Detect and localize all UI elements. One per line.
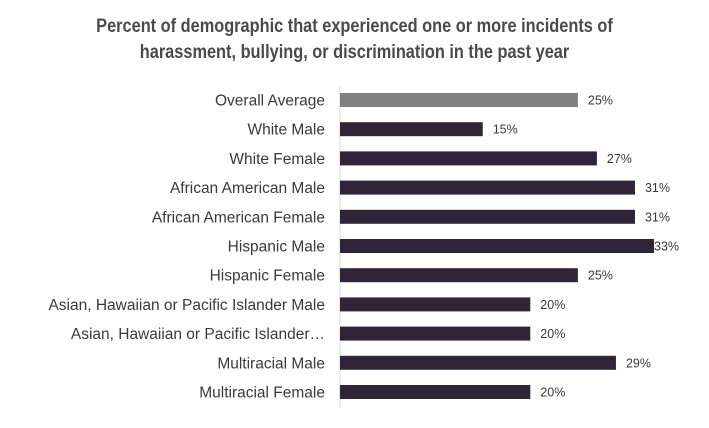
bar-5: [340, 239, 654, 253]
value-label-8: 20%: [540, 327, 565, 341]
value-label-6: 25%: [588, 269, 613, 283]
category-label-7: Asian, Hawaiian or Pacific Islander Male: [48, 297, 325, 314]
chart-title-line-1: Percent of demographic that experienced …: [96, 16, 613, 37]
value-label-10: 20%: [540, 386, 565, 400]
chart-title: Percent of demographic that experienced …: [50, 14, 660, 66]
value-label-2: 27%: [607, 152, 632, 166]
value-label-5: 33%: [654, 240, 679, 254]
category-label-4: African American Female: [152, 209, 325, 226]
bar-9: [340, 355, 616, 370]
value-label-3: 31%: [645, 181, 670, 195]
category-label-1: White Male: [247, 122, 325, 139]
category-label-5: Hispanic Male: [228, 239, 325, 256]
category-label-10: Multiracial Female: [199, 385, 325, 402]
bar-6: [340, 268, 578, 283]
category-label-3: African American Male: [170, 180, 325, 197]
bar-0: [340, 93, 578, 107]
category-label-9: Multiracial Male: [217, 355, 325, 372]
value-label-9: 29%: [626, 356, 651, 370]
category-label-6: Hispanic Female: [210, 268, 325, 285]
category-label-2: White Female: [229, 151, 325, 168]
bar-10: [340, 385, 531, 399]
value-label-7: 20%: [540, 298, 565, 312]
bar-2: [340, 151, 597, 166]
bar-1: [340, 122, 483, 137]
category-label-8: Asian, Hawaiian or Pacific Islander…: [71, 326, 325, 343]
value-label-1: 15%: [493, 123, 518, 137]
bar-3: [340, 180, 635, 195]
bar-4: [340, 209, 635, 224]
chart-title-line-2: harassment, bullying, or discrimination …: [139, 42, 570, 63]
value-label-4: 31%: [645, 210, 670, 224]
value-label-0: 25%: [588, 94, 613, 108]
bar-7: [340, 297, 531, 312]
bar-8: [340, 326, 531, 341]
category-label-0: Overall Average: [215, 93, 325, 110]
